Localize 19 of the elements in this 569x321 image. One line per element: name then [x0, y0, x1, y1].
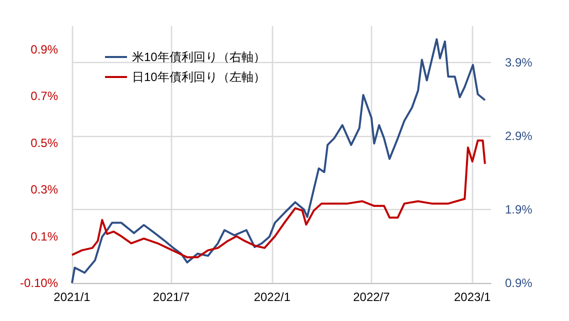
legend-label: 日10年債利回り（左軸） — [132, 70, 266, 84]
y-tick-label: 0.3% — [30, 182, 58, 197]
x-tick-label: 2022/7 — [353, 290, 390, 304]
y-tick-label: 0.1% — [30, 229, 58, 244]
y2-tick-label: 1.9% — [505, 202, 533, 217]
legend-label: 米10年債利回り（右軸） — [132, 50, 266, 64]
x-tick-label: 2021/1 — [54, 290, 91, 304]
y-tick-label: 0.7% — [30, 89, 58, 104]
x-tick-label: 2022/1 — [254, 290, 291, 304]
line-series — [71, 139, 486, 258]
x-tick-label: 2023/1 — [454, 290, 492, 304]
y2-tick-label: 0.9% — [505, 276, 533, 290]
y-tick-label: -0.10% — [20, 276, 58, 290]
y-tick-label: 0.9% — [30, 42, 58, 56]
y-tick-label: 0.5% — [30, 136, 58, 150]
y2-tick-label: 2.9% — [505, 129, 533, 144]
x-tick-label: 2021/7 — [152, 290, 190, 304]
y2-tick-label: 3.9% — [505, 56, 533, 70]
line-series — [71, 38, 486, 284]
